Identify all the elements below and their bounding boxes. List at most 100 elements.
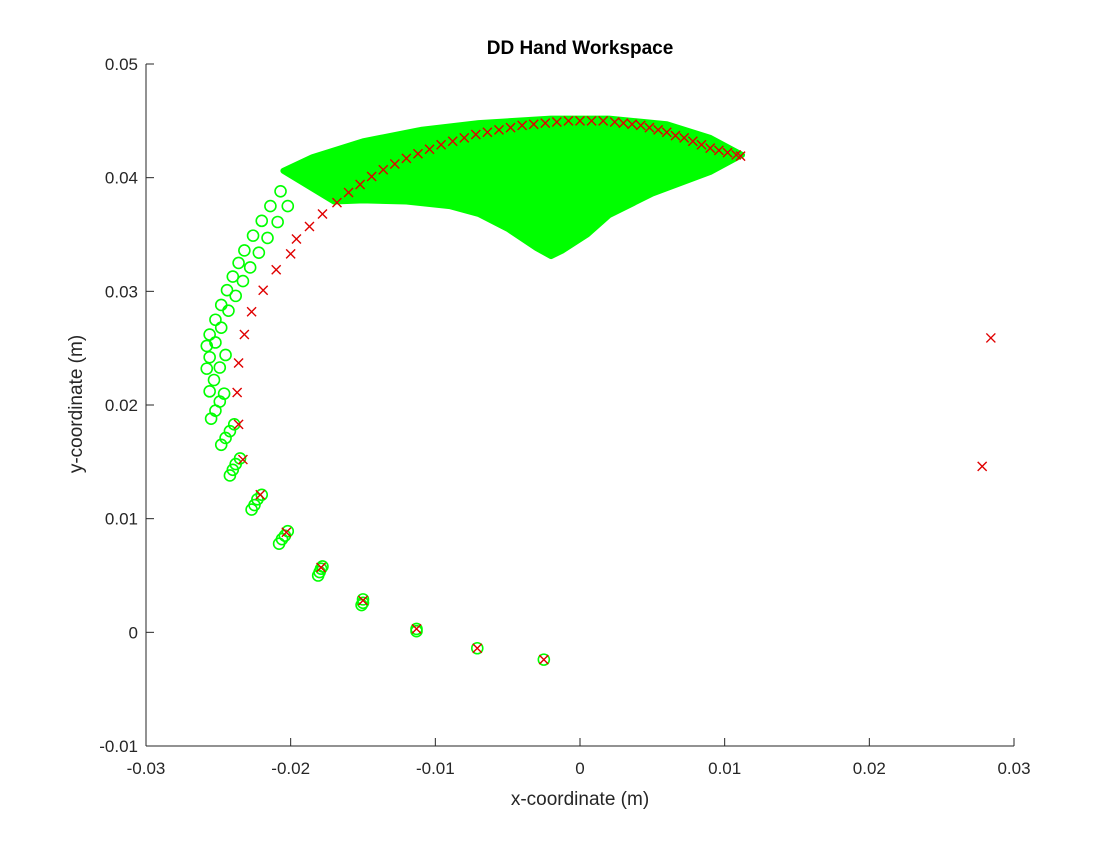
green-workspace-region [280, 115, 745, 260]
red-x-point [237, 454, 248, 465]
red-x-point [366, 171, 377, 182]
green-circle-series [200, 185, 551, 666]
green-circle-point [217, 387, 231, 400]
red-x-point [246, 306, 257, 317]
y-tick-label: 0.03 [105, 282, 138, 301]
red-x-point [722, 147, 733, 158]
red-x-point [281, 527, 292, 538]
red-x-point [331, 197, 342, 208]
red-x-point [401, 153, 412, 164]
green-circle-point [252, 246, 266, 259]
red-x-point [317, 209, 328, 220]
green-circle-point [236, 274, 250, 288]
x-tick-label: 0.01 [708, 759, 741, 778]
x-tick-label: -0.03 [127, 759, 166, 778]
red-x-point [598, 115, 609, 126]
x-tick-label: -0.02 [271, 759, 310, 778]
y-tick-label: 0.04 [105, 169, 138, 188]
green-circle-point [227, 418, 241, 431]
red-x-point [505, 122, 516, 133]
red-x-point [538, 654, 549, 665]
green-circle-point [316, 560, 329, 573]
green-circle-point [209, 313, 222, 327]
red-x-point [977, 461, 988, 472]
green-circle-point [220, 283, 234, 297]
red-x-point [255, 489, 266, 500]
red-x-point [661, 127, 672, 138]
green-region-layer [280, 115, 745, 260]
red-x-point [563, 115, 574, 126]
red-x-point [378, 164, 389, 175]
green-circle-point [410, 622, 423, 636]
green-circle-point [255, 488, 269, 502]
red-x-point [713, 145, 724, 156]
red-x-point [459, 132, 470, 143]
red-x-point [618, 118, 629, 129]
green-circle-point [219, 348, 232, 362]
red-x-point [232, 387, 243, 398]
chart-title: DD Hand Workspace [487, 38, 674, 59]
red-x-point [472, 643, 483, 654]
red-x-point [644, 122, 655, 133]
y-tick-label: 0.02 [105, 396, 138, 415]
y-axis-label: y-coordinate (m) [66, 335, 87, 473]
red-x-point [343, 187, 354, 198]
y-tick-label: -0.01 [99, 737, 138, 756]
y-tick-label: 0.01 [105, 510, 138, 529]
red-x-point [528, 119, 539, 130]
x-tick-label: 0 [575, 759, 584, 778]
green-circle-point [281, 199, 295, 213]
red-x-point [985, 332, 996, 343]
red-x-point [424, 144, 435, 155]
green-circle-point [537, 653, 551, 666]
red-x-point [358, 595, 368, 606]
red-x-point [551, 116, 562, 127]
green-circle-point [203, 350, 216, 364]
green-circle-point [314, 562, 328, 575]
green-circle-point [251, 493, 264, 506]
green-circle-point [214, 321, 228, 335]
green-circle-point [243, 261, 257, 274]
red-x-point [447, 136, 458, 147]
green-circle-point [203, 385, 216, 398]
red-x-point [412, 148, 423, 159]
red-x-point [670, 130, 681, 141]
red-x-point [586, 115, 597, 126]
green-circle-point [200, 362, 214, 375]
green-circle-point [213, 361, 227, 374]
green-circle-point [214, 298, 228, 312]
green-circle-point [219, 431, 232, 445]
red-x-point [679, 132, 690, 143]
red-x-point [258, 285, 269, 296]
green-circle-point [255, 214, 269, 228]
red-x-point [609, 116, 620, 127]
red-x-point [635, 120, 646, 131]
red-x-point [239, 329, 250, 340]
red-x-point [271, 264, 282, 275]
green-circle-point [200, 339, 214, 353]
red-x-point [517, 120, 528, 131]
x-tick-label: 0.03 [997, 759, 1030, 778]
red-x-point [411, 623, 422, 634]
red-x-point [540, 118, 551, 129]
red-x-point [304, 221, 315, 232]
green-circle-point [222, 304, 235, 317]
green-circle-point [209, 336, 222, 349]
red-x-point [705, 143, 716, 154]
green-circle-point [264, 199, 277, 213]
red-x-point [696, 139, 707, 150]
green-circle-point [356, 593, 370, 606]
green-circle-point [226, 270, 240, 283]
green-circle-point [232, 256, 245, 270]
red-x-point [687, 136, 698, 147]
red-x-series [232, 115, 996, 665]
y-tick-label: 0.05 [105, 55, 138, 74]
green-circle-point [261, 231, 274, 245]
green-circle-point [246, 229, 260, 242]
green-circle-point [203, 328, 216, 341]
x-axis-label: x-coordinate (m) [511, 789, 649, 810]
red-x-point [493, 124, 504, 135]
red-x-point [233, 357, 244, 368]
